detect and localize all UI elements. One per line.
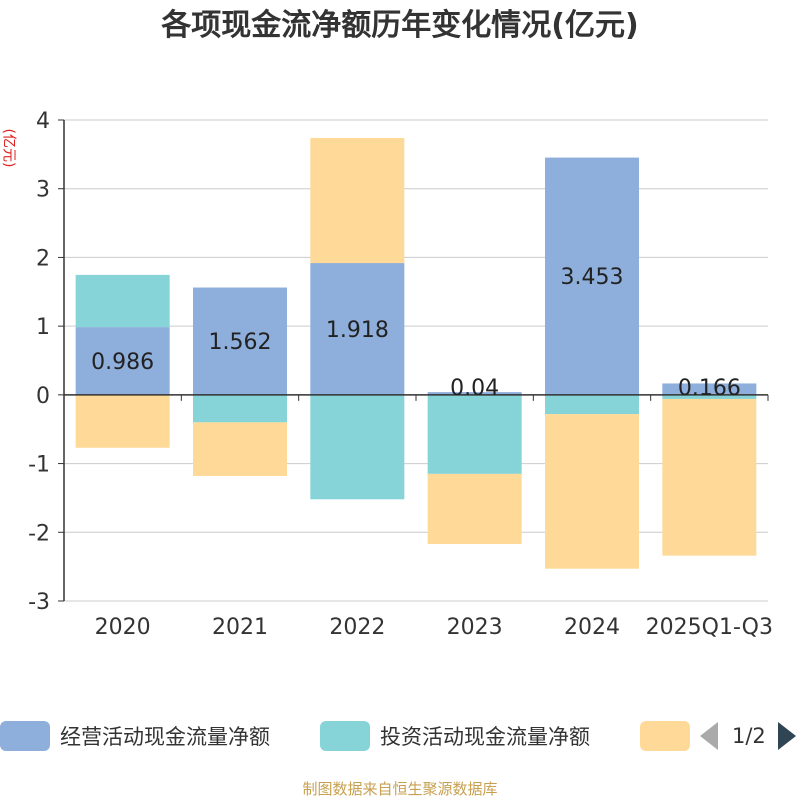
data-labels: 0.986 1.562 1.918 0.04 3.453 0.166 bbox=[91, 265, 741, 401]
chart-title: 各项现金流净额历年变化情况(亿元) bbox=[161, 8, 639, 43]
x-tick-label: 2020 bbox=[95, 615, 151, 640]
bar-segment[interactable] bbox=[545, 394, 639, 415]
y-tick-label: -2 bbox=[28, 521, 50, 546]
legend-label-investing: 投资活动现金流量净额 bbox=[380, 725, 590, 749]
x-tick-label: 2024 bbox=[564, 615, 620, 640]
legend-page-indicator: 1/2 bbox=[732, 724, 766, 748]
data-source-note: 制图数据来自恒生聚源数据库 bbox=[302, 780, 498, 798]
bar-segment[interactable] bbox=[193, 394, 287, 423]
bar-segment[interactable] bbox=[310, 138, 405, 264]
next-page-icon[interactable] bbox=[777, 722, 796, 750]
data-label: 1.918 bbox=[326, 318, 389, 343]
bar-segment[interactable] bbox=[662, 383, 757, 395]
bar-segment[interactable] bbox=[427, 394, 522, 474]
legend-label-operating: 经营活动现金流量净额 bbox=[60, 725, 270, 749]
bar-segment[interactable] bbox=[310, 394, 405, 500]
x-tick-label: 2023 bbox=[447, 615, 503, 640]
bar-segment[interactable] bbox=[662, 398, 757, 556]
x-tick-label: 2025Q1-Q3 bbox=[646, 615, 773, 640]
x-tick-label: 2021 bbox=[212, 615, 268, 640]
y-tick-label: 4 bbox=[36, 109, 50, 134]
legend-item-operating[interactable]: 经营活动现金流量净额 bbox=[0, 716, 270, 756]
y-tick-label: 0 bbox=[36, 384, 50, 409]
bar-segment[interactable] bbox=[75, 394, 170, 448]
bar-segment[interactable] bbox=[75, 327, 170, 395]
y-tick-label: -3 bbox=[28, 590, 50, 615]
legend-swatch-financing bbox=[640, 721, 690, 751]
y-tick-label: -1 bbox=[28, 453, 50, 478]
bar-segment[interactable] bbox=[427, 473, 522, 544]
legend: 经营活动现金流量净额 投资活动现金流量净额 1/2 bbox=[0, 716, 800, 756]
bar-segment[interactable] bbox=[662, 394, 757, 399]
data-label: 0.166 bbox=[678, 376, 741, 401]
legend-pager: 1/2 bbox=[700, 716, 796, 756]
legend-item-financing[interactable] bbox=[640, 716, 700, 756]
gridlines bbox=[64, 119, 768, 602]
bar-segment[interactable] bbox=[427, 392, 522, 395]
data-label: 0.986 bbox=[91, 350, 154, 375]
axes: 4 3 2 1 0 -1 -2 -3 2020 2021 2022 2023 2024 2025Q1-Q3 bbox=[28, 109, 773, 640]
data-label: 3.453 bbox=[561, 265, 624, 290]
data-label: 0.04 bbox=[450, 376, 499, 401]
bars bbox=[75, 138, 757, 569]
legend-swatch-investing bbox=[320, 721, 370, 751]
bar-segment[interactable] bbox=[310, 263, 405, 395]
legend-swatch-operating bbox=[0, 721, 50, 751]
bar-segment[interactable] bbox=[545, 414, 639, 569]
chart-area: 4 3 2 1 0 -1 -2 -3 2020 2021 2022 2023 2024 2025Q1-Q3… bbox=[28, 109, 773, 640]
prev-page-icon[interactable] bbox=[700, 722, 718, 750]
x-tick-label: 2022 bbox=[329, 615, 385, 640]
bar-segment[interactable] bbox=[193, 422, 287, 476]
bar-segment[interactable] bbox=[75, 274, 170, 328]
bar-segment[interactable] bbox=[545, 157, 639, 395]
y-tick-label: 2 bbox=[36, 246, 50, 271]
legend-item-investing[interactable]: 投资活动现金流量净额 bbox=[320, 716, 590, 756]
bar-segment[interactable] bbox=[193, 287, 287, 395]
y-tick-label: 1 bbox=[36, 315, 50, 340]
data-label: 1.562 bbox=[209, 330, 272, 355]
y-tick-label: 3 bbox=[36, 178, 50, 203]
